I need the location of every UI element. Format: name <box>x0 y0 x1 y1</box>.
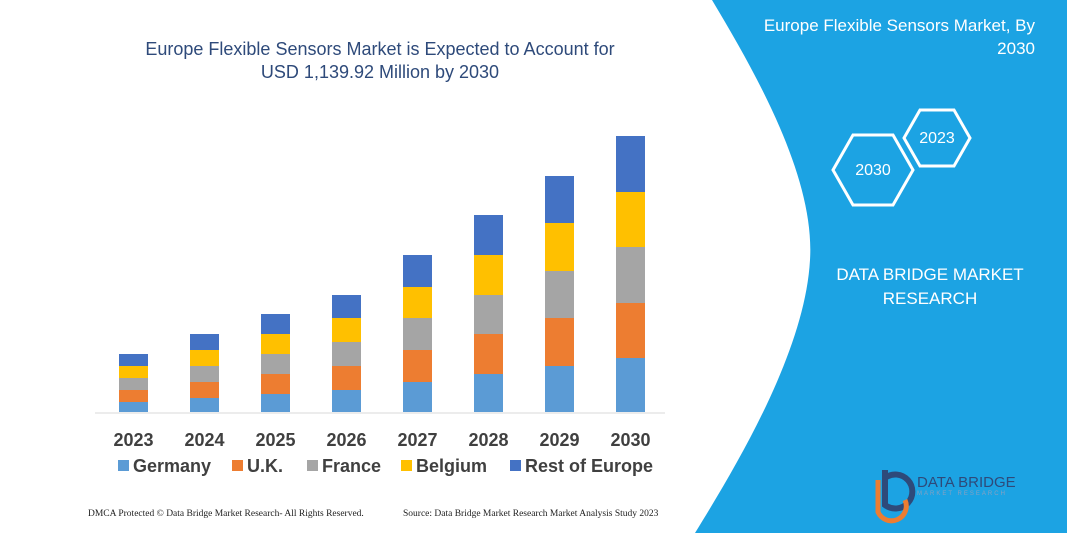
bar-segment <box>474 334 503 374</box>
legend-label: U.K. <box>247 456 283 476</box>
legend-swatch <box>307 460 318 471</box>
x-tick-label: 2023 <box>113 430 153 450</box>
x-tick-label: 2027 <box>397 430 437 450</box>
legend-swatch <box>510 460 521 471</box>
bar-segment <box>190 398 219 412</box>
x-tick-label: 2026 <box>326 430 366 450</box>
bar-segment <box>119 402 148 412</box>
hexagon <box>831 133 915 207</box>
bar-segment <box>403 382 432 412</box>
chart-title: Europe Flexible Sensors Market is Expect… <box>145 39 615 82</box>
bar-segment <box>545 223 574 271</box>
bar-segment <box>119 390 148 402</box>
panel-title: Europe Flexible Sensors Market, By 2030 <box>763 16 1035 58</box>
bar-segment <box>332 318 361 342</box>
legend-swatch <box>118 460 129 471</box>
x-tick-label: 2024 <box>184 430 224 450</box>
legend-label: Belgium <box>416 456 487 476</box>
bar-segment <box>332 295 361 318</box>
legend-label: Germany <box>133 456 211 476</box>
legend-swatch <box>232 460 243 471</box>
bar-segment <box>261 394 290 412</box>
bar-segment <box>403 350 432 382</box>
bar-segment <box>545 176 574 223</box>
x-tick-label: 2029 <box>539 430 579 450</box>
brand-name: DATA BRIDGE MARKET RESEARCH <box>836 265 1024 308</box>
footer-source: Source: Data Bridge Market Research Mark… <box>403 509 659 519</box>
x-tick-label: 2028 <box>468 430 508 450</box>
bar-segment <box>545 271 574 318</box>
bar-segment <box>261 314 290 334</box>
bar-segment <box>474 295 503 334</box>
bar-segment <box>403 255 432 287</box>
footer-note: DMCA Protected © Data Bridge Market Rese… <box>88 509 364 519</box>
bar-segment <box>403 318 432 350</box>
bar-segment <box>332 366 361 390</box>
legend-label: Rest of Europe <box>525 456 653 476</box>
side-panel <box>695 0 1067 533</box>
bar-segment <box>474 255 503 295</box>
bar-segment <box>190 350 219 366</box>
hexagon <box>902 108 972 168</box>
bar-segment <box>332 342 361 366</box>
bar-segment <box>474 374 503 412</box>
logo-tagline: MARKET RESEARCH <box>917 491 1007 497</box>
bar-segment <box>190 366 219 382</box>
logo-mark <box>882 470 916 512</box>
bar-segment <box>403 287 432 318</box>
legend-label: France <box>322 456 381 476</box>
bar-segment <box>545 366 574 412</box>
bar-segment <box>119 378 148 390</box>
logo-mark <box>875 480 909 524</box>
bar-segment <box>474 215 503 255</box>
legend-swatch <box>401 460 412 471</box>
bar-segment <box>616 358 645 412</box>
bar-segment <box>616 192 645 247</box>
bar-segment <box>119 354 148 366</box>
bar-segment <box>261 334 290 354</box>
bar-segment <box>616 303 645 358</box>
bar-segment <box>616 136 645 192</box>
bar-segment <box>119 366 148 378</box>
bar-segment <box>545 318 574 366</box>
x-tick-label: 2030 <box>610 430 650 450</box>
bar-segment <box>261 374 290 394</box>
bar-segment <box>190 334 219 350</box>
hex-label: 2030 <box>855 162 891 179</box>
bar-segment <box>616 247 645 303</box>
x-tick-label: 2025 <box>255 430 295 450</box>
bar-segment <box>332 390 361 412</box>
logo-text: DATA BRIDGE <box>917 474 1016 491</box>
bar-segment <box>261 354 290 374</box>
bar-segment <box>190 382 219 398</box>
hex-label: 2023 <box>919 130 955 147</box>
